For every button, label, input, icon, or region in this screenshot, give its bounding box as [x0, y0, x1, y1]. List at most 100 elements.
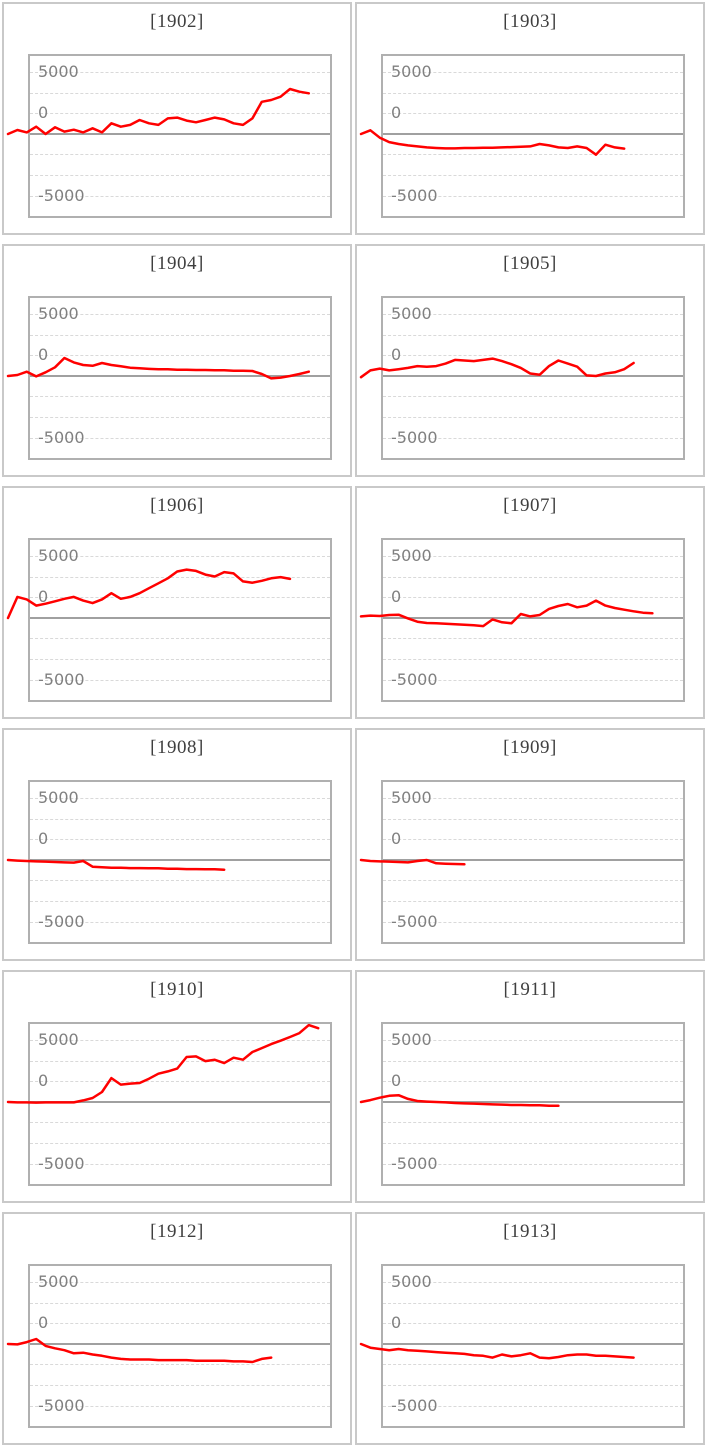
minor-gridline — [383, 1143, 683, 1144]
y-tick-label: 0 — [38, 1313, 49, 1332]
minor-gridline — [383, 921, 683, 923]
minor-gridline — [30, 1122, 330, 1124]
panel-title: [1904] — [150, 253, 204, 274]
minor-gridline — [383, 901, 683, 902]
y-tick-label: 5000 — [38, 546, 79, 565]
zero-axis-line — [383, 616, 683, 619]
minor-gridline — [383, 638, 683, 640]
plot-area: 5000 0 -5000 — [381, 54, 685, 218]
minor-gridline — [30, 1405, 330, 1407]
minor-gridline — [30, 556, 330, 557]
y-tick-label: -5000 — [38, 670, 85, 689]
plot-area: 5000 0 -5000 — [28, 538, 332, 702]
panel-title: [1909] — [503, 737, 557, 758]
chart-panel: [1906] 5000 0 -5000 — [2, 486, 352, 719]
minor-gridline — [30, 1364, 330, 1366]
minor-gridline — [383, 113, 683, 115]
chart-panel: [1908] 5000 0 -5000 — [2, 728, 352, 961]
panel-title: [1902] — [150, 11, 204, 32]
minor-gridline — [30, 1323, 330, 1325]
y-tick-label: -5000 — [38, 1396, 85, 1415]
minor-gridline — [383, 679, 683, 681]
y-tick-label: 0 — [38, 829, 49, 848]
minor-gridline — [383, 1282, 683, 1283]
y-tick-label: 0 — [38, 1071, 49, 1090]
y-tick-label: 5000 — [38, 304, 79, 323]
y-tick-label: 5000 — [391, 1272, 432, 1291]
minor-gridline — [30, 1302, 330, 1304]
minor-gridline — [383, 195, 683, 197]
panel-title: [1910] — [150, 979, 204, 1000]
minor-gridline — [30, 1060, 330, 1062]
zero-axis-line — [383, 858, 683, 861]
zero-axis-line — [383, 1100, 683, 1103]
minor-gridline — [383, 798, 683, 799]
minor-gridline — [383, 1302, 683, 1304]
zero-axis-line — [30, 132, 330, 135]
minor-gridline — [30, 576, 330, 578]
minor-gridline — [30, 396, 330, 398]
minor-gridline — [383, 154, 683, 156]
y-tick-label: 5000 — [38, 62, 79, 81]
y-tick-label: 5000 — [38, 1030, 79, 1049]
panel-title: [1903] — [503, 11, 557, 32]
plot-area: 5000 0 -5000 — [381, 1022, 685, 1186]
y-tick-label: 0 — [391, 103, 402, 122]
plot-area: 5000 0 -5000 — [381, 780, 685, 944]
minor-gridline — [383, 1081, 683, 1083]
minor-gridline — [383, 1364, 683, 1366]
minor-gridline — [30, 195, 330, 197]
plot-area: 5000 0 -5000 — [28, 54, 332, 218]
minor-gridline — [383, 355, 683, 357]
minor-gridline — [383, 1323, 683, 1325]
chart-panel: [1905] 5000 0 -5000 — [355, 244, 705, 477]
minor-gridline — [30, 839, 330, 841]
chart-panel: [1909] 5000 0 -5000 — [355, 728, 705, 961]
y-tick-label: 5000 — [391, 546, 432, 565]
zero-axis-line — [383, 132, 683, 135]
chart-panel: [1913] 5000 0 -5000 — [355, 1212, 705, 1445]
minor-gridline — [30, 1282, 330, 1283]
panel-title: [1908] — [150, 737, 204, 758]
y-tick-label: 0 — [38, 103, 49, 122]
minor-gridline — [383, 576, 683, 578]
y-tick-label: 5000 — [391, 304, 432, 323]
y-tick-label: 0 — [391, 345, 402, 364]
minor-gridline — [30, 113, 330, 115]
panel-title: [1913] — [503, 1221, 557, 1242]
y-tick-label: -5000 — [391, 1396, 438, 1415]
plot-area: 5000 0 -5000 — [381, 1264, 685, 1428]
zero-axis-line — [30, 1100, 330, 1103]
minor-gridline — [30, 921, 330, 923]
minor-gridline — [383, 334, 683, 336]
minor-gridline — [30, 1385, 330, 1386]
minor-gridline — [383, 597, 683, 599]
minor-gridline — [383, 72, 683, 73]
y-tick-label: 5000 — [391, 788, 432, 807]
chart-panel: [1911] 5000 0 -5000 — [355, 970, 705, 1203]
zero-axis-line — [30, 374, 330, 377]
minor-gridline — [30, 679, 330, 681]
y-tick-label: -5000 — [391, 670, 438, 689]
minor-gridline — [30, 355, 330, 357]
panel-title: [1911] — [503, 979, 557, 1000]
zero-axis-line — [383, 1342, 683, 1345]
chart-panel: [1907] 5000 0 -5000 — [355, 486, 705, 719]
minor-gridline — [30, 437, 330, 439]
minor-gridline — [30, 798, 330, 799]
minor-gridline — [383, 314, 683, 315]
minor-gridline — [30, 1081, 330, 1083]
y-tick-label: 0 — [38, 345, 49, 364]
minor-gridline — [383, 839, 683, 841]
minor-gridline — [383, 92, 683, 94]
minor-gridline — [30, 597, 330, 599]
y-tick-label: -5000 — [391, 186, 438, 205]
y-tick-label: -5000 — [38, 428, 85, 447]
minor-gridline — [383, 437, 683, 439]
minor-gridline — [383, 396, 683, 398]
minor-gridline — [30, 901, 330, 902]
y-tick-label: -5000 — [391, 1154, 438, 1173]
plot-area: 5000 0 -5000 — [28, 296, 332, 460]
y-tick-label: 0 — [391, 587, 402, 606]
zero-axis-line — [30, 1342, 330, 1345]
